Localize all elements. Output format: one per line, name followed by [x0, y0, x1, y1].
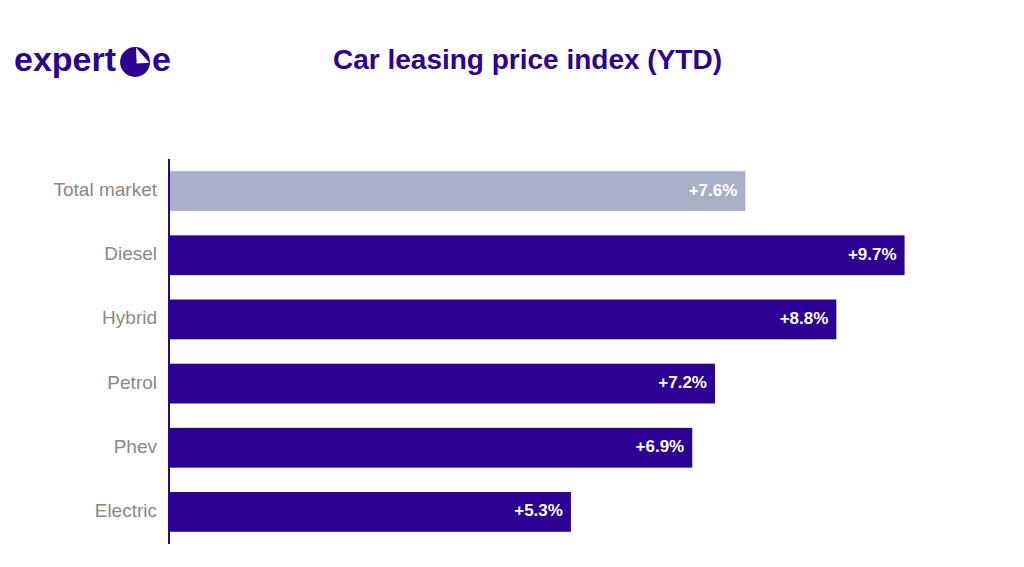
bar [169, 171, 745, 211]
bar [169, 492, 571, 532]
data-label: +9.7% [848, 245, 897, 264]
chart: experte Car leasing price index (YTD) +7.6… [0, 0, 1024, 567]
data-label: +7.6% [689, 181, 738, 200]
data-label: +7.2% [658, 373, 707, 392]
category-label: Electric [95, 500, 157, 521]
bar [169, 428, 692, 468]
bar [169, 364, 715, 404]
y-axis: Total market Diesel Hybrid Petrol Phev Electr… [54, 159, 169, 544]
logo-icon [136, 48, 149, 64]
logo-text: e [152, 40, 171, 78]
category-label: Petrol [107, 372, 157, 393]
bars [169, 171, 905, 532]
logo-text: expert [14, 40, 116, 78]
category-label: Hybrid [102, 307, 157, 328]
data-label: +8.8% [780, 309, 829, 328]
bar [169, 235, 905, 275]
axis-line [168, 159, 170, 544]
title: Car leasing price index (YTD) [333, 44, 722, 75]
logo-icon [120, 47, 150, 77]
category-label: Diesel [104, 243, 157, 264]
category-label: Total market [54, 179, 158, 200]
logo-icon [130, 58, 137, 65]
logo: experte [14, 40, 171, 78]
category-label: Phev [114, 436, 158, 457]
data-label: +5.3% [514, 501, 563, 520]
data-labels: +7.6% +9.7% +8.8% +7.2% +6.9% +5.3% [514, 181, 896, 521]
bar [169, 300, 836, 340]
data-label: +6.9% [636, 437, 685, 456]
